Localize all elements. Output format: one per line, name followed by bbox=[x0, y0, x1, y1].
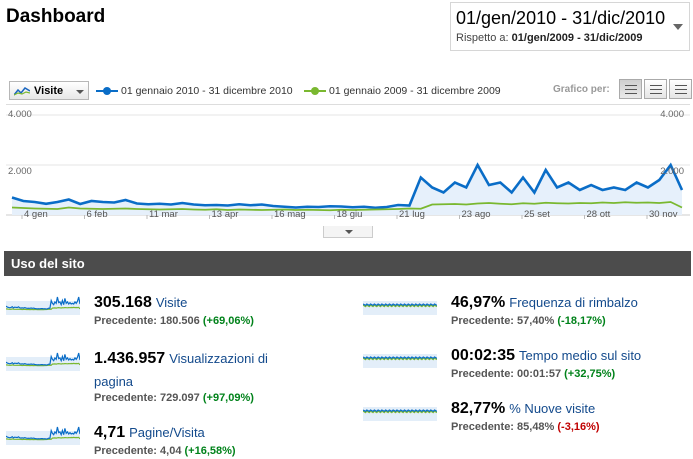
x-tick-label: 13 apr bbox=[211, 209, 239, 220]
metric-change: (-3,16%) bbox=[557, 421, 600, 433]
metric-name-link[interactable]: % Nuove visite bbox=[509, 401, 596, 416]
metric-value: 46,97% Frequenza di rimbalzo bbox=[451, 294, 638, 312]
metric-previous: Precedente: 4,04 (+16,58%) bbox=[94, 445, 236, 457]
x-tick-label: 16 mag bbox=[274, 209, 306, 220]
chart-collapse-toggle[interactable] bbox=[323, 226, 373, 238]
x-tick-label: 11 mar bbox=[149, 209, 178, 220]
legend-label: 01 gennaio 2010 - 31 dicembre 2010 bbox=[121, 85, 293, 97]
legend-swatch-icon bbox=[96, 87, 118, 96]
date-range-value: 01/gen/2010 - 31/dic/2010 bbox=[456, 8, 666, 28]
metric-change: (-18,17%) bbox=[557, 315, 606, 327]
x-tick-label: 4 gen bbox=[24, 209, 48, 220]
metric-name-link[interactable]: Pagine/Visita bbox=[129, 425, 205, 440]
metric-value-text: 46,97% bbox=[451, 294, 506, 311]
chevron-down-icon bbox=[345, 230, 353, 234]
metric-change: (+69,06%) bbox=[202, 315, 254, 327]
metric-change: (+16,58%) bbox=[184, 445, 236, 457]
x-tick-label: 6 feb bbox=[86, 209, 108, 220]
sparkline-series bbox=[6, 362, 80, 367]
x-tick-label: 23 ago bbox=[461, 209, 491, 220]
y-tick-label-right: 4.000 bbox=[660, 109, 684, 120]
metric-previous: Precedente: 00:01:57 (+32,75%) bbox=[451, 368, 616, 380]
metric-value: 1.436.957 Visualizzazioni di bbox=[94, 350, 268, 368]
sparkline-series bbox=[6, 426, 80, 440]
metric-name-link[interactable]: Visite bbox=[155, 295, 188, 310]
sparkline[interactable] bbox=[363, 293, 437, 315]
metric-previous: Precedente: 57,40% (-18,17%) bbox=[451, 315, 606, 327]
sparkline-series bbox=[363, 303, 437, 307]
sparkline-bg bbox=[363, 407, 437, 421]
legend-swatch-icon bbox=[304, 87, 326, 96]
metric-change: (+32,75%) bbox=[564, 368, 616, 380]
metric-name-link[interactable]: Frequenza di rimbalzo bbox=[509, 295, 638, 310]
metric-value-text: 00:02:35 bbox=[451, 347, 516, 364]
compare-label: Rispetto a: bbox=[456, 32, 509, 44]
sparkline-bg bbox=[363, 354, 437, 368]
legend-item-2009: 01 gennaio 2009 - 31 dicembre 2009 bbox=[304, 85, 501, 97]
sparkline[interactable] bbox=[363, 399, 437, 421]
sparkline-series bbox=[363, 357, 437, 361]
series-line-2009 bbox=[11, 201, 683, 212]
visits-line-chart bbox=[6, 114, 690, 219]
sparkline-series bbox=[363, 356, 437, 360]
metric-value: 82,77%% Nuove visite bbox=[451, 400, 595, 418]
graph-by-week-button[interactable] bbox=[644, 79, 667, 99]
sparkline-series bbox=[363, 410, 437, 414]
compare-range: Rispetto a: 01/gen/2009 - 31/dic/2009 bbox=[456, 32, 643, 44]
sparkline-series bbox=[6, 296, 80, 310]
sparkline[interactable] bbox=[6, 293, 80, 315]
series-line-2010 bbox=[11, 162, 684, 210]
metric-change: (+97,09%) bbox=[202, 392, 254, 404]
sparkline[interactable] bbox=[363, 346, 437, 368]
x-tick-label: 28 ott bbox=[586, 209, 611, 220]
metric-value: 00:02:35 Tempo medio sul sito bbox=[451, 347, 641, 365]
metric-value: 305.168 Visite bbox=[94, 294, 187, 312]
sparkline-series bbox=[363, 304, 437, 308]
graph-by-day-button[interactable] bbox=[619, 79, 642, 99]
metric-selector[interactable]: Visite bbox=[9, 81, 89, 100]
section-header: Uso del sito bbox=[4, 251, 691, 276]
metric-value-text: 305.168 bbox=[94, 294, 152, 311]
sparkline-series bbox=[363, 409, 437, 413]
metric-previous: Precedente: 85,48% (-3,16%) bbox=[451, 421, 600, 433]
metric-value: 4,71 Pagine/Visita bbox=[94, 424, 205, 442]
metric-name-link[interactable]: Visualizzazioni di bbox=[169, 351, 268, 366]
compare-range-value: 01/gen/2009 - 31/dic/2009 bbox=[511, 32, 643, 44]
metric-selector-label: Visite bbox=[34, 85, 64, 97]
sparkline-series bbox=[6, 352, 80, 366]
legend-label: 01 gennaio 2009 - 31 dicembre 2009 bbox=[329, 85, 501, 97]
metric-previous: Precedente: 729.097 (+97,09%) bbox=[94, 392, 254, 404]
line-chart-icon bbox=[14, 87, 30, 96]
chart-toolbar: Visite 01 gennaio 2010 - 31 dicembre 201… bbox=[6, 79, 692, 102]
sparkline-series bbox=[6, 306, 80, 311]
metric-name-link[interactable]: Tempo medio sul sito bbox=[519, 348, 642, 363]
metric-previous: Precedente: 180.506 (+69,06%) bbox=[94, 315, 254, 327]
x-tick-label: 21 lug bbox=[399, 209, 425, 220]
graph-by-label: Grafico per: bbox=[553, 84, 610, 95]
metric-name-link[interactable]: pagina bbox=[94, 374, 134, 389]
sparkline[interactable] bbox=[6, 423, 80, 445]
metric-value-text: 1.436.957 bbox=[94, 350, 166, 367]
graph-by-month-button[interactable] bbox=[669, 79, 692, 99]
visits-chart[interactable]: 4.000 2.000 4.000 2.000 4 gen 6 feb 11 mar… bbox=[6, 104, 690, 228]
x-tick-label: 30 nov bbox=[649, 209, 678, 220]
chevron-down-icon[interactable] bbox=[673, 24, 683, 30]
chevron-down-icon bbox=[76, 90, 84, 94]
metric-value-text: 82,77% bbox=[451, 400, 506, 417]
y-tick-label: 2.000 bbox=[8, 166, 32, 177]
sparkline-series bbox=[6, 436, 80, 441]
sparkline[interactable] bbox=[6, 349, 80, 371]
page-title: Dashboard bbox=[6, 6, 106, 27]
legend-item-2010: 01 gennaio 2010 - 31 dicembre 2010 bbox=[96, 85, 293, 97]
y-tick-label: 4.000 bbox=[8, 109, 32, 120]
metric-value-text: 4,71 bbox=[94, 424, 126, 441]
y-tick-label-right: 2.000 bbox=[660, 166, 684, 177]
date-range-picker[interactable]: 01/gen/2010 - 31/dic/2010 Rispetto a: 01… bbox=[450, 2, 690, 51]
sparkline-bg bbox=[363, 301, 437, 315]
x-tick-label: 18 giu bbox=[336, 209, 363, 220]
x-tick-label: 25 set bbox=[524, 209, 550, 220]
series-area bbox=[12, 165, 682, 215]
